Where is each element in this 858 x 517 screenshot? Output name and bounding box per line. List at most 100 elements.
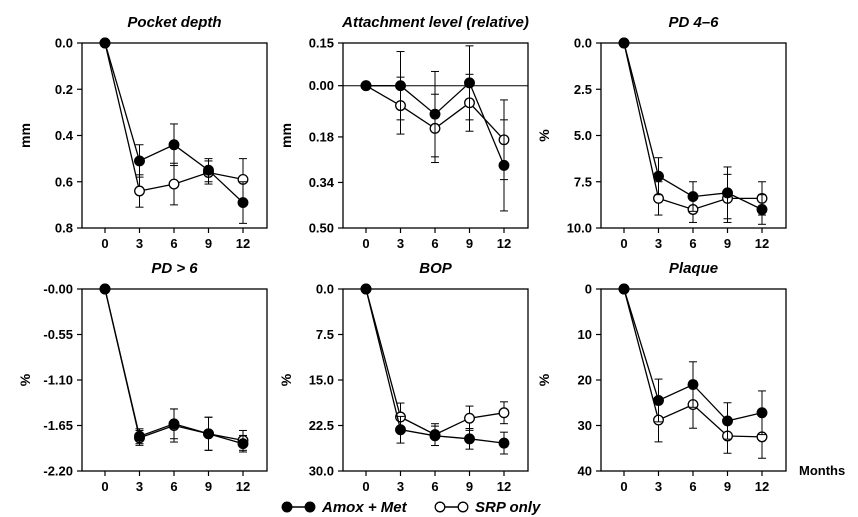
data-point: [134, 155, 145, 167]
data-point: [203, 428, 214, 440]
chart-title: Attachment level (relative): [341, 14, 529, 31]
data-point: [203, 164, 214, 176]
x-tick-label: 0: [101, 479, 108, 494]
y-tick-label: 0.6: [55, 174, 73, 189]
y-tick-label: 0.00: [309, 78, 334, 93]
y-tick-label: 2.5: [574, 82, 592, 97]
legend-marker-open: [457, 501, 469, 513]
x-tick-label: 12: [497, 236, 511, 251]
y-tick-label: 0.34: [309, 175, 335, 190]
y-tick-label: 0.2: [55, 82, 73, 97]
x-tick-label: 9: [724, 236, 731, 251]
y-axis-label: mm: [278, 123, 294, 148]
y-tick-label: -0.55: [43, 327, 73, 342]
x-tick-label: 0: [362, 479, 369, 494]
x-tick-label: 0: [362, 236, 369, 251]
data-point: [429, 430, 441, 442]
x-tick-label: 3: [655, 236, 662, 251]
x-tick-label: 3: [655, 479, 662, 494]
y-tick-label: 0.0: [55, 36, 73, 51]
data-series: [99, 283, 249, 453]
chart-panel: BOP% 0.0 7.5 15.0 22.5 30.0 0 3 6 9 12: [278, 260, 529, 494]
data-point: [687, 191, 699, 203]
data-point: [464, 433, 475, 445]
x-tick-label: 3: [397, 479, 404, 494]
data-series: [360, 283, 510, 447]
data-point: [653, 170, 664, 182]
x-tick-label: 12: [497, 479, 511, 494]
x-tick-label: 6: [431, 479, 438, 494]
x-tick-label: 9: [205, 479, 212, 494]
data-point: [360, 283, 372, 295]
y-tick-label: 0.0: [316, 282, 334, 297]
y-axis-label: %: [17, 373, 33, 386]
y-tick-label: 10.0: [567, 221, 592, 236]
chart-panel: Attachment level (relative) mm 0.15 0.00 0.1…: [278, 14, 529, 251]
data-point: [756, 204, 768, 215]
y-tick-label: 0.8: [55, 221, 73, 236]
x-tick-label: 6: [170, 479, 177, 494]
series-line: [365, 288, 505, 436]
data-point: [498, 407, 510, 419]
legend-marker-open: [434, 501, 446, 513]
y-tick-label: 30: [578, 418, 592, 433]
y-axis-label: %: [536, 373, 552, 386]
y-axis-label: %: [278, 373, 294, 386]
x-tick-label: 0: [620, 479, 627, 494]
data-point: [498, 437, 510, 449]
data-point: [395, 424, 406, 436]
legend-label-srp-only: SRP only: [475, 499, 541, 516]
y-tick-label: 30.0: [309, 464, 334, 479]
data-point: [722, 187, 733, 199]
y-tick-label: 20: [578, 373, 592, 388]
y-tick-label: 10: [578, 327, 592, 342]
x-tick-label: 9: [466, 479, 473, 494]
x-tick-label: 12: [236, 236, 250, 251]
legend: Amox + Met SRP only: [281, 499, 541, 516]
x-tick-label: 6: [689, 236, 696, 251]
data-point: [237, 197, 249, 209]
chart-title: Plaque: [669, 260, 718, 277]
x-tick-label: 9: [724, 479, 731, 494]
x-tick-label: 9: [205, 236, 212, 251]
y-tick-label: 5.0: [574, 128, 592, 143]
y-tick-label: 22.5: [309, 418, 334, 433]
data-point: [756, 407, 768, 419]
data-point: [618, 37, 630, 49]
x-tick-label: 0: [101, 236, 108, 251]
x-tick-label: 3: [136, 236, 143, 251]
data-point: [464, 77, 475, 89]
data-point: [237, 438, 249, 450]
x-tick-label: 6: [170, 236, 177, 251]
y-tick-label: 0.4: [55, 128, 74, 143]
data-point: [618, 283, 630, 295]
data-point: [464, 412, 475, 424]
x-tick-label: 0: [620, 236, 627, 251]
y-tick-label: 7.5: [316, 327, 334, 342]
data-series: [99, 37, 249, 224]
data-point: [722, 415, 733, 427]
data-point: [687, 379, 699, 391]
y-axis-label: %: [536, 129, 552, 142]
legend-item-amox-met: Amox + Met: [281, 499, 408, 516]
data-point: [168, 139, 180, 151]
chart-title: PD 4–6: [668, 14, 719, 31]
legend-marker-filled: [304, 501, 316, 513]
x-tick-label: 6: [689, 479, 696, 494]
data-series: [99, 37, 249, 208]
data-point: [498, 159, 510, 171]
data-point: [99, 37, 111, 49]
chart-panel: PD 4–6% 0.0 2.5 5.0 7.5 10.0 0 3 6 9 12: [536, 14, 787, 251]
data-point: [168, 418, 180, 430]
y-tick-label: -0.00: [43, 282, 73, 297]
legend-item-srp-only: SRP only: [434, 499, 541, 516]
chart-title: BOP: [419, 260, 453, 277]
data-point: [395, 80, 406, 92]
data-point: [429, 108, 441, 120]
data-point: [653, 395, 664, 406]
y-tick-label: -1.10: [43, 373, 73, 388]
y-tick-label: 0.50: [309, 221, 334, 236]
chart-title: PD > 6: [151, 260, 198, 277]
